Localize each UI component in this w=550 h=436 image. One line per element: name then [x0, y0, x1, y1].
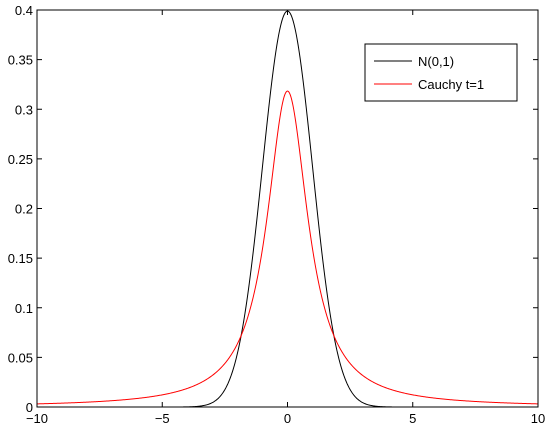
x-tick-label: 5	[409, 411, 416, 426]
legend: N(0,1) Cauchy t=1	[364, 43, 518, 102]
tick-layer: −10 −5 0 5 10 0 0.05 0.1 0.15 0.2 0.25 0.3 0.35 0.4	[8, 3, 546, 426]
y-tick-label: 0.3	[15, 102, 33, 117]
x-tick-label: 0	[284, 411, 291, 426]
y-tick-label: 0.05	[8, 350, 33, 365]
legend-label-normal: N(0,1)	[418, 54, 454, 69]
y-tick-label: 0.4	[15, 3, 33, 18]
y-tick-label: 0.25	[8, 152, 33, 167]
legend-box	[364, 43, 518, 102]
y-tick-label: 0	[26, 400, 33, 415]
legend-label-cauchy: Cauchy t=1	[418, 77, 484, 92]
y-tick-label: 0.15	[8, 251, 33, 266]
y-tick-label: 0.2	[15, 202, 33, 217]
y-tick-label: 0.1	[15, 301, 33, 316]
x-tick-label: 10	[531, 411, 545, 426]
x-tick-label: −5	[155, 411, 170, 426]
x-tick-label: −10	[26, 411, 48, 426]
y-tick-label: 0.35	[8, 53, 33, 68]
series-line-cauchy	[36, 90, 539, 405]
